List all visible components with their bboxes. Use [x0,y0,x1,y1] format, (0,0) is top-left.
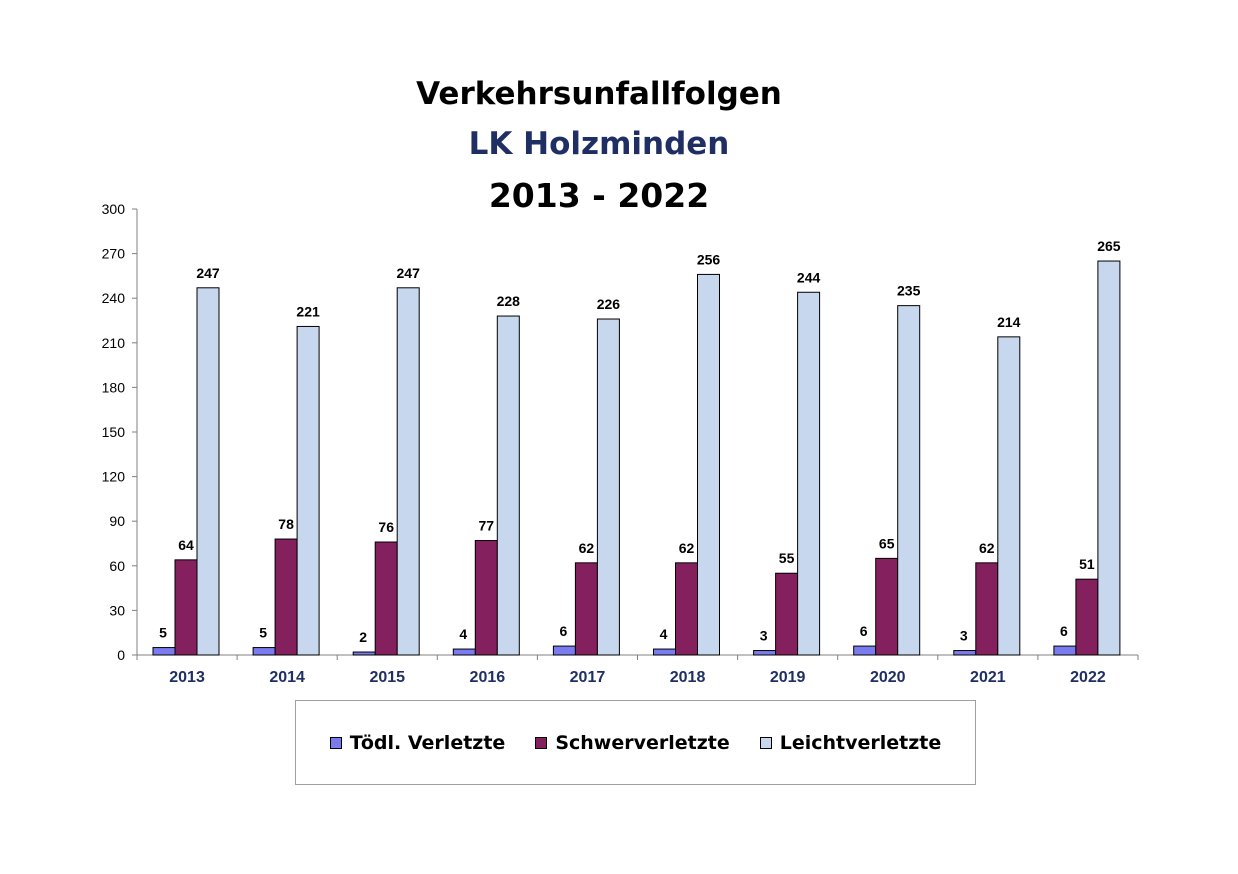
data-label: 226 [597,296,621,312]
bar-toedl [653,648,676,656]
y-tick-label: 180 [102,379,126,395]
x-category-label: 2020 [870,669,906,686]
bar-schwer [975,562,999,656]
data-label: 64 [178,537,194,553]
data-label: 3 [960,628,968,644]
x-category-label: 2021 [970,669,1006,686]
data-label: 77 [479,518,495,534]
legend-label-toedl: Tödl. Verletzte [349,731,506,754]
bar-toedl [953,650,977,656]
data-label: 4 [660,626,668,642]
data-label: 2 [359,629,367,645]
bar-toedl [252,647,276,656]
y-tick-label: 90 [109,513,125,529]
bar-leicht [396,287,420,656]
y-tick-label: 240 [102,290,126,306]
y-tick-label: 300 [102,201,126,217]
y-tick-label: 210 [102,335,126,351]
data-label: 51 [1079,556,1095,572]
bar-toedl [552,645,576,656]
bar-schwer [574,562,598,656]
legend-item-toedl: Tödl. Verletzte [329,731,506,754]
bar-schwer [374,541,398,656]
legend-item-schwer: Schwerverletzte [535,731,730,754]
bar-toedl [753,650,777,656]
bar-schwer [274,538,298,656]
data-label: 228 [497,293,521,309]
chart-period: 2013 - 2022 [488,176,710,215]
bar-leicht [596,318,620,656]
bar-schwer [875,557,899,656]
data-label: 55 [779,550,795,566]
data-label: 5 [259,625,267,641]
y-tick-label: 120 [102,469,126,485]
legend-label-leicht: Leichtverletzte [779,731,942,754]
data-label: 4 [459,626,467,642]
bar-toedl [152,647,176,656]
legend-swatch-leicht [759,736,772,749]
data-label: 235 [897,283,921,299]
bar-leicht [997,336,1021,656]
x-category-label: 2022 [1070,669,1106,686]
legend-swatch-toedl [329,736,342,749]
data-label: 6 [1060,623,1068,639]
bar-toedl [1053,645,1077,656]
data-label: 65 [879,535,895,551]
data-label: 62 [579,540,595,556]
chart-title: Verkehrsunfallfolgen [416,76,782,112]
data-label: 221 [296,303,320,319]
y-tick-label: 150 [102,424,126,440]
data-label: 62 [679,540,695,556]
data-label: 76 [378,519,394,535]
bar-schwer [675,562,698,656]
x-category-label: 2019 [770,669,806,686]
bar-leicht [1097,260,1121,656]
data-label: 78 [278,516,294,532]
data-label: 244 [797,269,821,285]
data-label: 6 [860,623,868,639]
x-category-label: 2013 [169,669,205,686]
data-label: 247 [397,265,421,281]
legend-label-schwer: Schwerverletzte [555,731,730,754]
bar-schwer [775,572,799,656]
y-tick-label: 60 [109,558,125,574]
x-category-label: 2018 [670,669,706,686]
bar-toedl [352,651,376,656]
bar-leicht [897,305,921,656]
bar-schwer [474,540,498,656]
data-label: 5 [159,625,167,641]
bar-toedl [853,645,877,656]
data-label: 3 [760,628,768,644]
bar-leicht [797,291,821,656]
legend-swatch-schwer [535,736,548,749]
chart-legend: Tödl. Verletzte Schwerverletzte Leichtve… [295,700,976,785]
data-label: 6 [560,623,568,639]
bar-leicht [196,287,220,656]
data-label: 247 [196,265,220,281]
data-label: 214 [997,314,1021,330]
data-label: 62 [979,540,995,556]
y-tick-label: 270 [102,246,126,262]
bar-leicht [496,315,520,656]
bar-leicht [296,325,320,656]
data-label: 265 [1097,238,1121,254]
x-category-label: 2014 [269,669,305,686]
x-category-label: 2016 [470,669,506,686]
chart-subtitle: LK Holzminden [468,126,730,162]
bar-toedl [452,648,476,656]
y-tick-label: 30 [109,602,125,618]
bar-schwer [174,559,198,656]
x-category-label: 2017 [570,669,606,686]
bar-schwer [1075,578,1099,656]
x-category-label: 2015 [369,669,405,686]
data-label: 256 [697,251,721,267]
bar-leicht [697,273,720,656]
legend-item-leicht: Leichtverletzte [759,731,942,754]
y-tick-label: 0 [117,647,125,663]
